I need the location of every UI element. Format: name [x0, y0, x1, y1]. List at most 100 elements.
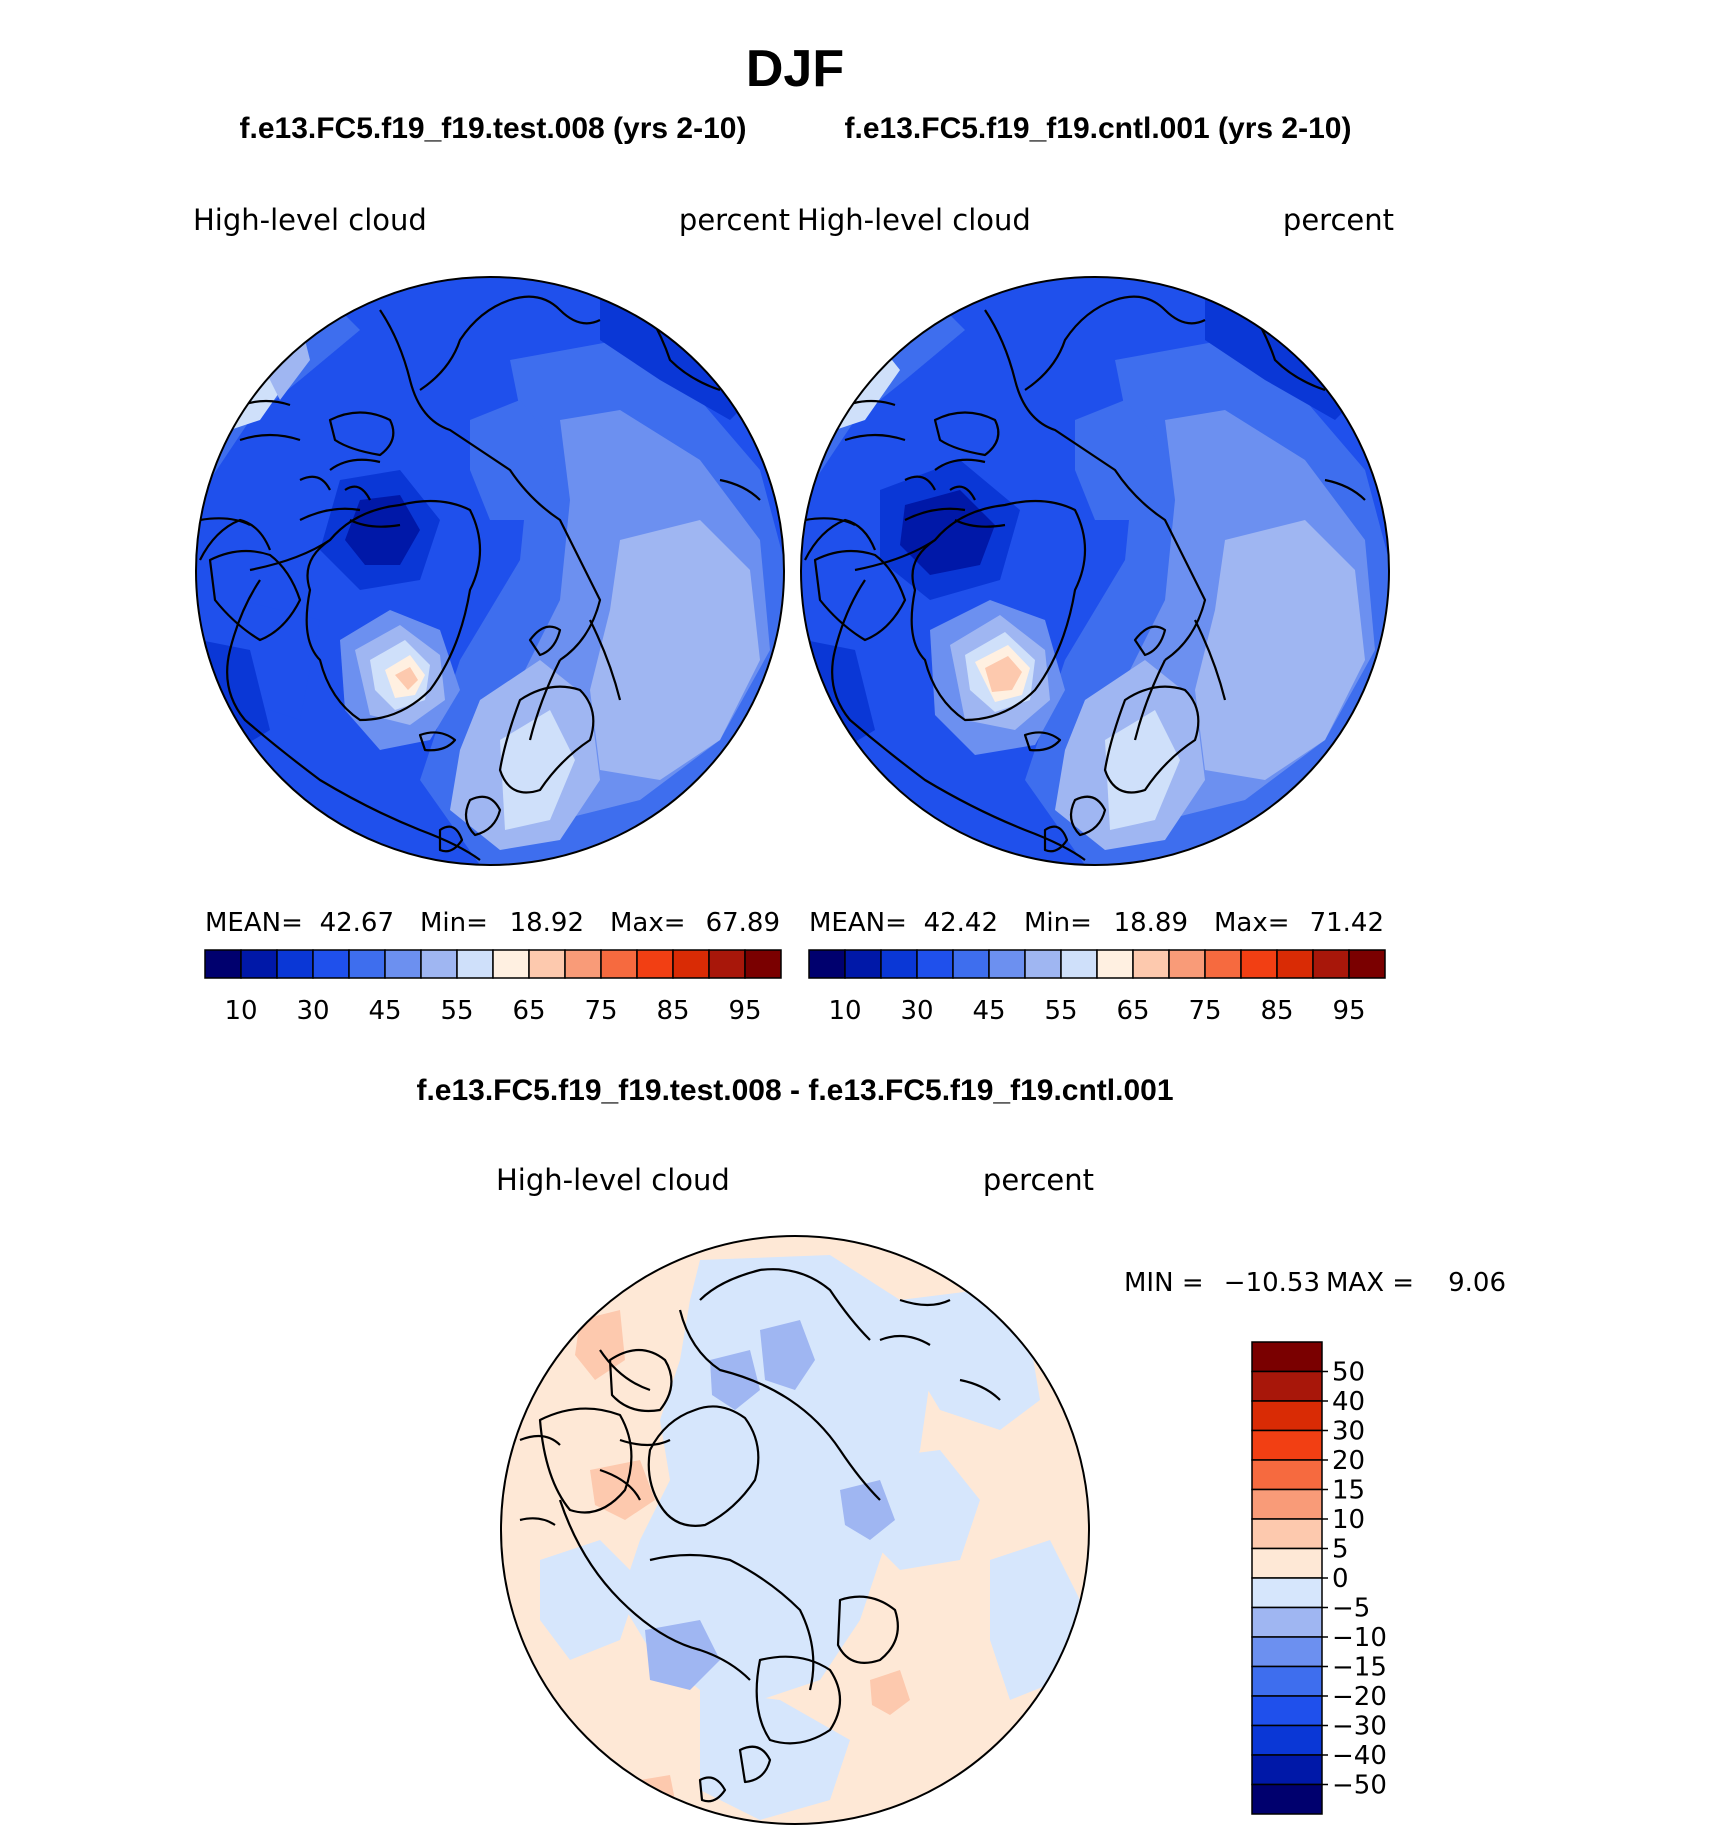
panel-2-max-label: Max=: [1214, 908, 1290, 938]
colorbar-tick-label: 95: [1332, 996, 1365, 1026]
colorbar-tick-label: 10: [224, 996, 257, 1026]
colorbar-tick-label: 20: [1332, 1446, 1365, 1476]
colorbar-swatch: [744, 949, 782, 979]
panel-2-case-title: f.e13.FC5.f19_f19.cntl.001 (yrs 2-10): [845, 112, 1352, 145]
colorbar-swatch: [348, 949, 386, 979]
colorbar-swatch: [844, 949, 882, 979]
colorbar-tick-label: 75: [584, 996, 617, 1026]
colorbar-tick-label: −5: [1332, 1594, 1370, 1624]
colorbar-swatch: [492, 949, 530, 979]
panel-1-min-label: Min=: [420, 908, 488, 938]
panel-1-colorbar: 10 30 45 55 65 75 85 95: [204, 949, 782, 1026]
panel-1-units-label: percent: [679, 203, 790, 237]
colorbar-swatch: [1251, 1488, 1323, 1520]
difference-title: f.e13.FC5.f19_f19.test.008 - f.e13.FC5.f…: [416, 1074, 1173, 1107]
colorbar-tick-label: −30: [1332, 1712, 1387, 1742]
colorbar-swatch: [1060, 949, 1098, 979]
colorbar-tick-label: 5: [1332, 1535, 1349, 1565]
colorbar-tick-label: −50: [1332, 1771, 1387, 1801]
panel-1-case-title: f.e13.FC5.f19_f19.test.008 (yrs 2-10): [240, 112, 747, 145]
colorbar-swatch: [1251, 1341, 1323, 1373]
colorbar-swatch: [636, 949, 674, 979]
difference-units-label: percent: [983, 1163, 1094, 1197]
colorbar-tick-label: 10: [828, 996, 861, 1026]
panel-2-variable-label: High-level cloud: [797, 203, 1031, 237]
colorbar-tick-label: 30: [296, 996, 329, 1026]
colorbar-tick-label: −10: [1332, 1623, 1387, 1653]
panel-1-polar-map: [195, 276, 785, 866]
colorbar-swatch: [708, 949, 746, 979]
colorbar-swatch: [240, 949, 278, 979]
panel-2-stats: MEAN= 42.42 Min= 18.89 Max= 71.42: [809, 908, 1384, 938]
difference-polar-map: [500, 1235, 1090, 1825]
panel-2-min-label: Min=: [1024, 908, 1092, 938]
colorbar-tick-label: 75: [1188, 996, 1221, 1026]
colorbar-swatch: [1251, 1459, 1323, 1491]
colorbar-tick-label: 95: [728, 996, 761, 1026]
panel-2-colorbar: 10 30 45 55 65 75 85 95: [808, 949, 1386, 1026]
colorbar-swatch: [528, 949, 566, 979]
colorbar-swatch: [1251, 1606, 1323, 1638]
panel-1-max-label: Max=: [610, 908, 686, 938]
colorbar-swatch: [1251, 1665, 1323, 1697]
colorbar-swatch: [1251, 1783, 1323, 1815]
colorbar-tick-label: 40: [1332, 1387, 1365, 1417]
panel-1-mean-value: 42.67: [320, 908, 394, 938]
colorbar-swatch: [276, 949, 314, 979]
colorbar-swatch: [672, 949, 710, 979]
colorbar-swatch: [1251, 1370, 1323, 1402]
colorbar-tick-label: 85: [656, 996, 689, 1026]
colorbar-tick-label: 0: [1332, 1564, 1349, 1594]
colorbar-swatch: [456, 949, 494, 979]
colorbar-tick-label: −40: [1332, 1741, 1387, 1771]
colorbar-swatch: [916, 949, 954, 979]
panel-1-mean-label: MEAN=: [205, 908, 303, 938]
difference-max-value: 9.06: [1448, 1268, 1506, 1298]
panel-2-min-value: 18.89: [1114, 908, 1188, 938]
colorbar-swatch: [1251, 1429, 1323, 1461]
colorbar-swatch: [312, 949, 350, 979]
colorbar-swatch: [952, 949, 990, 979]
colorbar-tick-label: 55: [440, 996, 473, 1026]
colorbar-swatch: [600, 949, 638, 979]
figure-title: DJF: [746, 40, 844, 98]
colorbar-swatch: [1251, 1724, 1323, 1756]
colorbar-tick-label: 15: [1332, 1476, 1365, 1506]
difference-variable-label: High-level cloud: [496, 1163, 730, 1197]
colorbar-tick-label: 45: [972, 996, 1005, 1026]
colorbar-swatch: [1024, 949, 1062, 979]
colorbar-swatch: [1251, 1400, 1323, 1432]
colorbar-swatch: [564, 949, 602, 979]
colorbar-tick-label: 45: [368, 996, 401, 1026]
difference-max-label: MAX =: [1326, 1268, 1414, 1298]
colorbar-tick-label: −20: [1332, 1682, 1387, 1712]
colorbar-swatch: [1251, 1754, 1323, 1786]
colorbar-swatch: [1240, 949, 1278, 979]
colorbar-swatch: [1276, 949, 1314, 979]
colorbar-swatch: [1251, 1547, 1323, 1579]
panel-2-mean-label: MEAN=: [809, 908, 907, 938]
colorbar-tick-label: 85: [1260, 996, 1293, 1026]
panel-1-stats: MEAN= 42.67 Min= 18.92 Max= 67.89: [205, 908, 780, 938]
panel-2-units-label: percent: [1283, 203, 1394, 237]
colorbar-tick-label: 55: [1044, 996, 1077, 1026]
colorbar-swatch: [1132, 949, 1170, 979]
colorbar-tick-label: 65: [512, 996, 545, 1026]
colorbar-tick-label: 50: [1332, 1358, 1365, 1388]
panel-2-max-value: 71.42: [1310, 908, 1384, 938]
colorbar-swatch: [1096, 949, 1134, 979]
colorbar-tick-label: 65: [1116, 996, 1149, 1026]
panel-1-variable-label: High-level cloud: [193, 203, 427, 237]
panel-2-polar-map: [800, 276, 1390, 866]
panel-1-min-value: 18.92: [510, 908, 584, 938]
colorbar-tick-label: 30: [900, 996, 933, 1026]
colorbar-tick-label: 30: [1332, 1417, 1365, 1447]
colorbar-swatch: [204, 949, 242, 979]
colorbar-swatch: [1251, 1518, 1323, 1550]
difference-stats: MIN = −10.53 MAX = 9.06: [1124, 1268, 1506, 1298]
colorbar-swatch: [988, 949, 1026, 979]
colorbar-tick-label: −15: [1332, 1653, 1387, 1683]
colorbar-tick-label: 10: [1332, 1505, 1365, 1535]
